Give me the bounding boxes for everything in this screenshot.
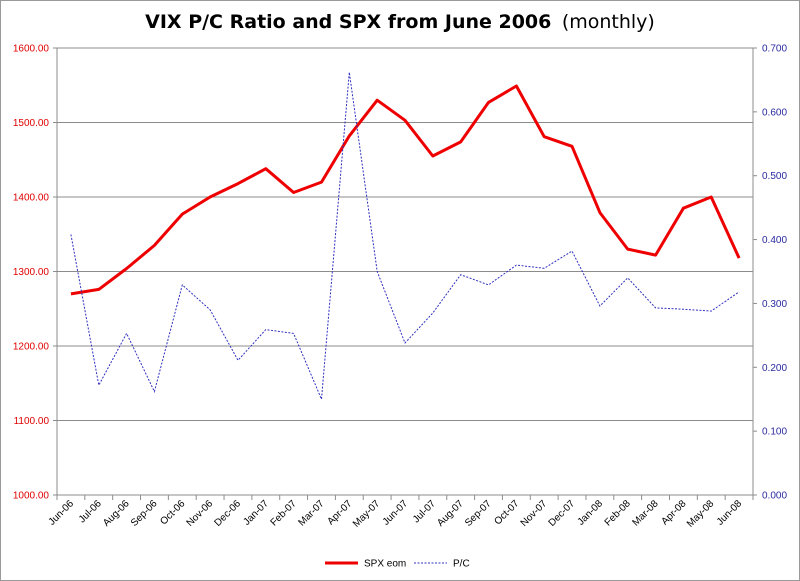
x-tick-label: Oct-06 — [158, 498, 187, 527]
y-left-tick-label: 1200.00 — [13, 342, 50, 353]
x-tick-label: Nov-06 — [185, 498, 216, 529]
x-tick-label: Jan-07 — [242, 498, 272, 528]
legend-label: SPX eom — [364, 559, 406, 570]
y-right-tick-label: 0.300 — [762, 299, 787, 310]
series — [70, 72, 741, 400]
x-tick-label: Apr-08 — [660, 498, 689, 527]
y-axis-right-labels: 0.000 0.100 0.200 0.300 0.400 0.500 0.600 0.700 — [762, 44, 787, 502]
y-right-tick-label: 0.400 — [762, 235, 787, 246]
x-tick-label: Jan-08 — [576, 498, 606, 528]
x-tick-label: Aug-07 — [435, 498, 466, 529]
series-line-p-c — [70, 72, 740, 400]
x-tick-label: Jun-08 — [715, 498, 745, 528]
gridlines — [57, 47, 753, 496]
chart-title-main: VIX P/C Ratio and SPX from June 2006 — [145, 11, 551, 33]
x-tick-label: May-08 — [685, 498, 717, 530]
x-tick-label: Dec-06 — [212, 498, 243, 529]
y-right-tick-label: 0.600 — [762, 107, 787, 118]
x-tick-label: Dec-07 — [547, 498, 578, 529]
x-tick-label: Feb-08 — [603, 498, 633, 528]
chart-title: VIX P/C Ratio and SPX from June 2006 (mo… — [145, 11, 655, 33]
axes — [53, 47, 757, 500]
x-tick-label: Oct-07 — [492, 498, 521, 527]
x-tick-label: Sep-06 — [129, 498, 160, 529]
y-right-tick-label: 0.000 — [762, 491, 787, 502]
y-axis-left-labels: 1000.00 1100.00 1200.00 1300.00 1400.00 1500.… — [13, 44, 50, 502]
x-tick-label: Nov-07 — [519, 498, 550, 529]
y-left-tick-label: 1400.00 — [13, 193, 50, 204]
x-tick-label: Mar-08 — [630, 498, 660, 528]
x-tick-label: Mar-07 — [296, 498, 326, 528]
y-left-tick-label: 1100.00 — [14, 416, 50, 427]
x-tick-label: May-07 — [351, 498, 383, 530]
legend: SPX eom P/C — [325, 559, 470, 570]
y-right-tick-label: 0.200 — [762, 363, 787, 374]
x-axis-labels: Jun-06 Jul-06Aug-06Sep-06Oct-06Nov-06Dec-… — [47, 498, 745, 530]
x-tick-label: Apr-07 — [325, 498, 354, 527]
y-left-tick-label: 1300.00 — [13, 267, 50, 278]
legend-label: P/C — [453, 559, 470, 570]
y-right-tick-label: 0.700 — [762, 44, 787, 55]
y-left-tick-label: 1500.00 — [13, 118, 50, 129]
y-right-tick-label: 0.500 — [762, 171, 787, 182]
x-tick-label: Jun-06 — [47, 498, 77, 528]
series-line-spx-eom — [70, 84, 741, 296]
y-left-tick-label: 1000.00 — [13, 491, 50, 502]
x-tick-label: Jun-07 — [381, 498, 411, 528]
chart-subtitle: (monthly) — [562, 11, 655, 33]
x-tick-label: Sep-07 — [463, 498, 494, 529]
x-tick-label: Feb-07 — [269, 498, 299, 528]
x-tick-label: Aug-06 — [101, 498, 132, 529]
y-right-tick-label: 0.100 — [762, 427, 787, 438]
y-left-tick-label: 1600.00 — [13, 44, 50, 55]
